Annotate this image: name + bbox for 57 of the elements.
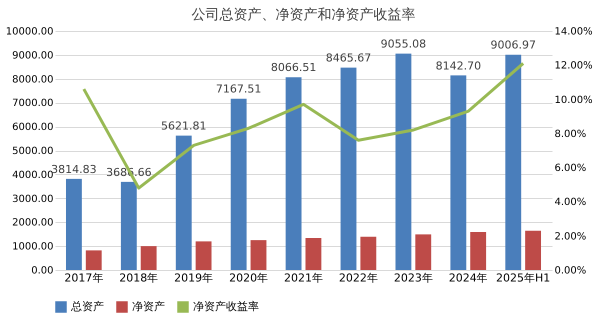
chart-title: 公司总资产、净资产和净资产收益率 xyxy=(192,7,416,23)
data-label: 9055.08 xyxy=(380,38,426,51)
bar xyxy=(86,250,102,270)
data-label: 8066.51 xyxy=(270,61,316,74)
y2-tick-label: 12.00% xyxy=(554,60,593,72)
bar xyxy=(286,77,302,270)
y2-tick-label: 4.00% xyxy=(554,197,586,208)
bar xyxy=(305,238,322,270)
data-label: 8465.67 xyxy=(326,52,372,65)
data-label: 8142.70 xyxy=(436,59,482,72)
bar xyxy=(230,98,247,270)
bar xyxy=(66,178,82,270)
y-tick-label: 10000.00 xyxy=(6,26,54,38)
x-tick-label: 2024年 xyxy=(448,272,488,284)
y2-tick-label: 10.00% xyxy=(554,94,593,106)
data-label: 7167.51 xyxy=(216,82,262,96)
y-tick-label: 9000.00 xyxy=(12,50,54,62)
y-tick-label: 5000.00 xyxy=(12,146,54,157)
y-tick-label: 1000.00 xyxy=(12,242,54,253)
bar xyxy=(470,232,486,270)
y2-tick-label: 6.00% xyxy=(554,163,586,174)
x-tick-label: 2020年 xyxy=(229,272,268,284)
y2-tick-label: 2.00% xyxy=(554,231,586,242)
x-tick-label: 2021年 xyxy=(284,272,323,284)
y2-tick-label: 8.00% xyxy=(554,128,586,140)
legend-label: 净资产 xyxy=(132,300,165,313)
y-tick-label: 7000.00 xyxy=(12,98,54,110)
bar xyxy=(340,68,356,270)
bar xyxy=(415,234,432,270)
data-label: 9006.97 xyxy=(490,38,536,52)
x-tick-label: 2017年 xyxy=(64,272,104,284)
y-tick-label: 0.00 xyxy=(31,266,54,276)
legend-label: 总资产 xyxy=(70,300,104,313)
y2-tick-label: 0.00% xyxy=(554,266,586,276)
y-tick-label: 6000.00 xyxy=(12,122,54,134)
data-label: 5621.81 xyxy=(161,120,206,133)
bar xyxy=(140,246,157,270)
x-tick-label: 2018年 xyxy=(119,272,158,284)
y-tick-label: 2000.00 xyxy=(12,218,54,229)
y-tick-label: 8000.00 xyxy=(12,74,54,86)
bar xyxy=(505,54,522,270)
bar xyxy=(176,136,192,270)
bar xyxy=(395,54,412,270)
bar xyxy=(250,240,266,270)
legend-label: 净资产收益率 xyxy=(193,300,259,313)
bar xyxy=(120,182,137,270)
y2-tick-label: 14.00% xyxy=(554,26,593,38)
y-tick-label: 4000.00 xyxy=(12,170,54,181)
bar xyxy=(196,241,212,270)
x-tick-label: 2019年 xyxy=(174,272,214,284)
x-tick-label: 2022年 xyxy=(338,272,378,284)
bar xyxy=(450,75,466,270)
bar xyxy=(525,230,542,270)
y-tick-label: 3000.00 xyxy=(12,194,54,205)
bar xyxy=(360,236,376,270)
x-tick-label: 2023年 xyxy=(394,272,433,284)
x-tick-label: 2025年H1 xyxy=(496,272,550,284)
